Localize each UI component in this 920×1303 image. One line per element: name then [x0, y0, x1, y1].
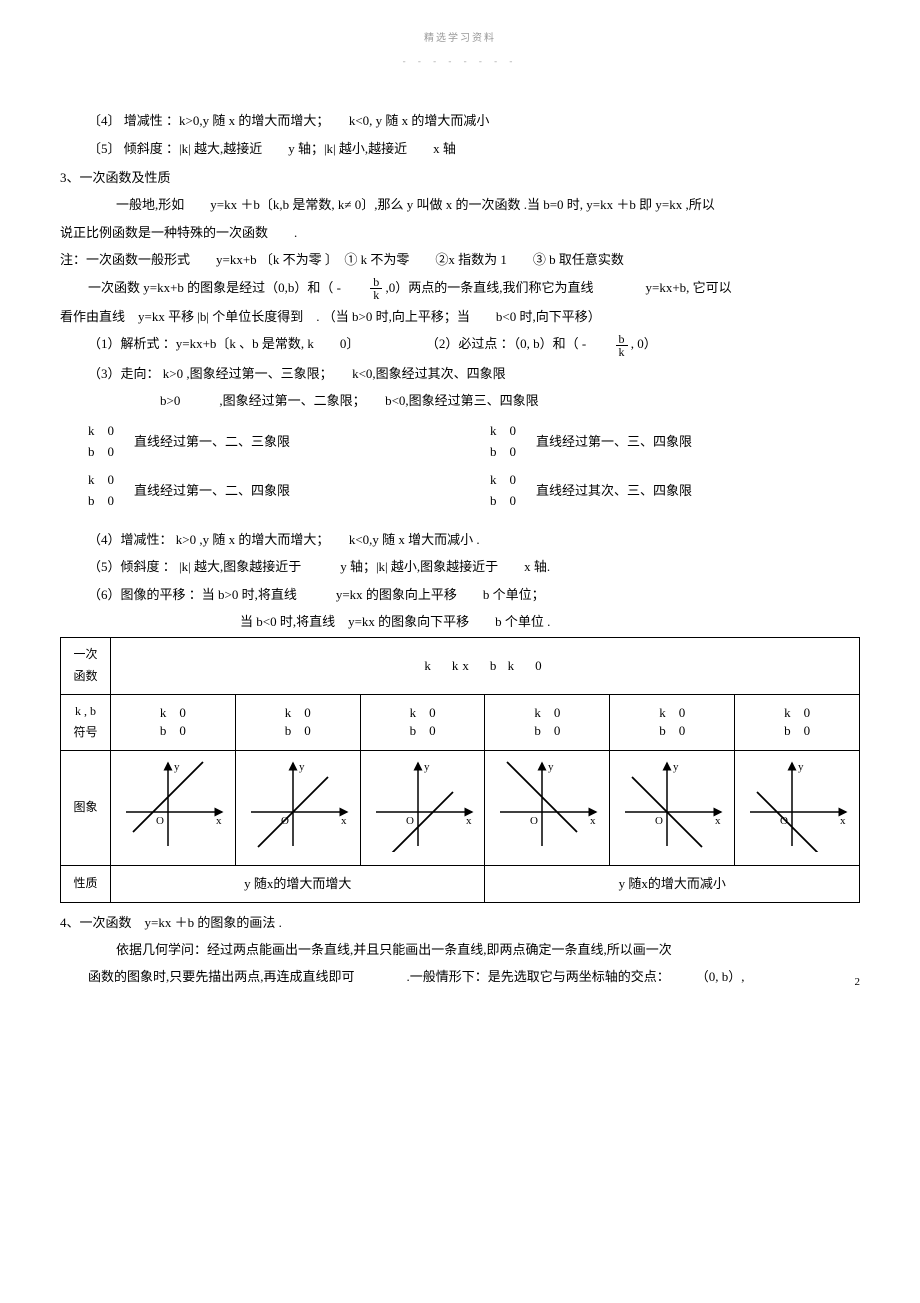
svg-text:O: O	[406, 815, 414, 827]
svg-text:x: x	[590, 815, 596, 827]
row-label: 性质	[61, 866, 111, 902]
text-line: （6）图像的平移 ：当 b>0 时,将直线 y=kx 的图象向上平移 b 个单位…	[60, 583, 860, 606]
property-cell: y 随x的增大而增大	[111, 866, 485, 902]
function-table: 一次函数 k kx b k 0 k , b符号 k 0 b 0 k 0 b 0 …	[60, 637, 860, 902]
svg-text:O: O	[655, 815, 663, 827]
cond-cell: k 0 b 0	[111, 694, 236, 750]
svg-text:y: y	[424, 761, 430, 773]
page-number: 2	[855, 973, 861, 993]
cond-desc: 直线经过第一、二、四象限	[134, 479, 290, 502]
svg-text:O: O	[530, 815, 538, 827]
graph-cell-3: y x O	[360, 750, 485, 865]
cond-cell: k 0 b 0	[360, 694, 485, 750]
text-line: （1）解析式 ：y=kx+b〔k 、b 是常数, k 0〕 （2）必过点 ：（0…	[60, 332, 860, 358]
text-line: 看作由直线 y=kx 平移 |b| 个单位长度得到 . （当 b>0 时,向上平…	[60, 305, 860, 328]
text-fragment: , 0）	[631, 336, 657, 351]
graph-cell-1: y x O	[111, 750, 236, 865]
text-line: （5）倾斜度 ： |k| 越大,图象越接近于 y 轴；|k| 越小,图象越接近于…	[60, 555, 860, 578]
svg-text:y: y	[299, 761, 305, 773]
text-fragment: （1）解析式 ：y=kx+b〔k 、b 是常数, k 0〕	[88, 336, 359, 351]
row-label: 一次函数	[61, 638, 111, 694]
fraction-denominator: k	[370, 289, 382, 301]
cond-k: k 0	[88, 470, 114, 491]
svg-text:x: x	[466, 815, 472, 827]
fraction: b k	[616, 333, 628, 358]
text-line: 说正比例函数是一种特殊的一次函数 .	[60, 221, 860, 244]
cond-k: k 0	[490, 421, 516, 442]
graph-cell-5: y x O	[610, 750, 735, 865]
svg-text:x: x	[840, 815, 846, 827]
header-title: 精选学习资料	[60, 30, 860, 48]
formula-cell: k kx b k 0	[111, 638, 860, 694]
svg-text:y: y	[673, 761, 679, 773]
text-line: 〔5〕 倾斜度 ：|k| 越大,越接近 y 轴；|k| 越小,越接近 x 轴	[60, 137, 860, 160]
text-line: 函数的图象时,只要先描出两点,再连成直线即可 .一般情形下：是先选取它与两坐标轴…	[60, 965, 860, 988]
fraction-numerator: b	[616, 333, 628, 346]
cond-cell: k 0 b 0	[610, 694, 735, 750]
svg-text:y: y	[548, 761, 554, 773]
text-fragment: （2）必过点 ：（0, b）和（ -	[426, 336, 612, 351]
document-body: 〔4〕 增减性 ：k>0,y 随 x 的增大而增大； k<0, y 随 x 的增…	[60, 109, 860, 989]
cond-desc: 直线经过其次、三、四象限	[536, 479, 692, 502]
cond-desc: 直线经过第一、三、四象限	[536, 430, 692, 453]
cond-b: b 0	[88, 442, 114, 463]
text-line: b>0 ,图象经过第一、二象限； b<0,图象经过第三、四象限	[60, 389, 860, 412]
text-line: 注：一次函数一般形式 y=kx+b 〔k 不为零 〕 ① k 不为零 ②x 指数…	[60, 248, 860, 271]
row-label: 图象	[61, 750, 111, 865]
header-dash: - - - - - - - -	[60, 53, 860, 69]
svg-text:y: y	[174, 761, 180, 773]
svg-text:x: x	[341, 815, 347, 827]
cond-cell: k 0 b 0	[485, 694, 610, 750]
section-heading: 4、一次函数 y=kx ＋b 的图象的画法 .	[60, 911, 860, 934]
text-line: （4）增减性： k>0 ,y 随 x 的增大而增大； k<0,y 随 x 增大而…	[60, 528, 860, 551]
cond-b: b 0	[490, 491, 516, 512]
fraction: b k	[370, 276, 382, 301]
cond-desc: 直线经过第一、二、三象限	[134, 430, 290, 453]
row-label: k , b符号	[61, 694, 111, 750]
graph-cell-6: y x O	[735, 750, 860, 865]
svg-text:y: y	[798, 761, 804, 773]
cond-cell: k 0 b 0	[735, 694, 860, 750]
graph-cell-2: y x O	[235, 750, 360, 865]
text-fragment: 一次函数 y=kx+b 的图象是经过（0,b）和（ -	[88, 280, 367, 295]
text-line: 依据几何学问：经过两点能画出一条直线,并且只能画出一条直线,即两点确定一条直线,…	[60, 938, 860, 961]
property-cell: y 随x的增大而减小	[485, 866, 860, 902]
cond-b: b 0	[490, 442, 516, 463]
text-fragment: ,0）两点的一条直线,我们称它为直线 y=kx+b, 它可以	[386, 280, 732, 295]
text-line: 一次函数 y=kx+b 的图象是经过（0,b）和（ - b k ,0）两点的一条…	[60, 276, 860, 302]
svg-text:O: O	[281, 815, 289, 827]
cond-k: k 0	[490, 470, 516, 491]
text-line: （3）走向： k>0 ,图象经过第一、三象限； k<0,图象经过其次、四象限	[60, 362, 860, 385]
svg-text:x: x	[715, 815, 721, 827]
text-line: 〔4〕 增减性 ：k>0,y 随 x 的增大而增大； k<0, y 随 x 的增…	[60, 109, 860, 132]
svg-text:x: x	[216, 815, 222, 827]
svg-text:O: O	[780, 815, 788, 827]
text-line: 一般地,形如 y=kx ＋b〔k,b 是常数, k≠ 0〕,那么 y 叫做 x …	[60, 193, 860, 216]
cond-b: b 0	[88, 491, 114, 512]
cond-cell: k 0 b 0	[235, 694, 360, 750]
graph-cell-4: y x O	[485, 750, 610, 865]
svg-text:O: O	[156, 815, 164, 827]
section-heading: 3、一次函数及性质	[60, 166, 860, 189]
condition-grid: k 0 b 0 直线经过第一、二、三象限 k 0 b 0 直线经过第一、二、四象…	[88, 421, 860, 520]
text-line: 当 b<0 时,将直线 y=kx 的图象向下平移 b 个单位 .	[60, 610, 860, 633]
fraction-denominator: k	[616, 346, 628, 358]
cond-k: k 0	[88, 421, 114, 442]
